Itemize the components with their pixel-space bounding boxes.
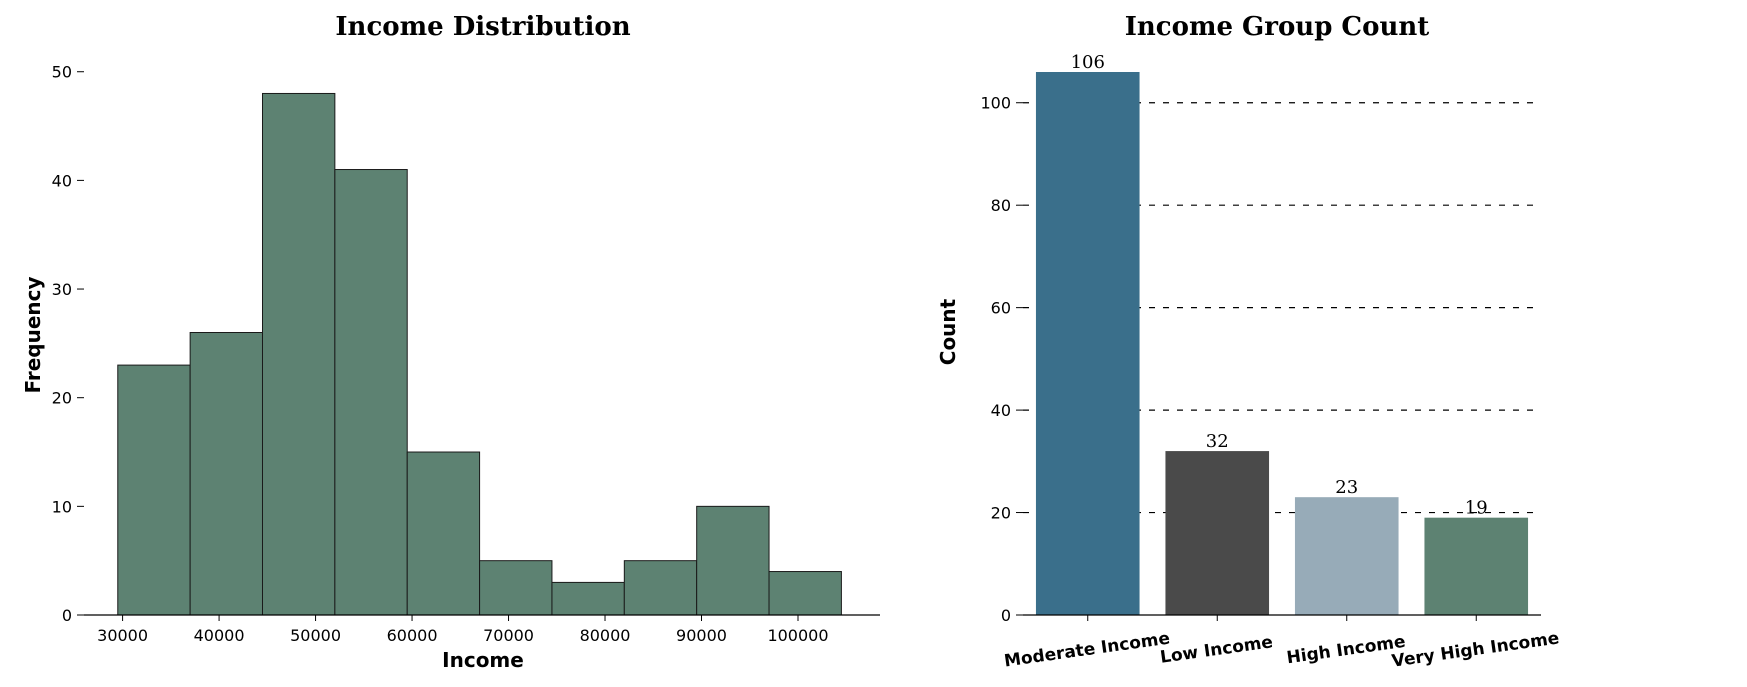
bar-chart-category-label: Low Income bbox=[1159, 632, 1274, 668]
bar-data-label: 32 bbox=[1206, 431, 1229, 452]
histogram-bar bbox=[479, 560, 553, 616]
histogram-x-tick-label: 50000 bbox=[290, 626, 341, 645]
bar-data-label: 19 bbox=[1465, 498, 1488, 519]
bar-high-income bbox=[1294, 497, 1399, 615]
bar-chart-y-tick-label: 20 bbox=[991, 504, 1011, 523]
bar-chart-y-tick-label: 100 bbox=[980, 94, 1011, 113]
bar-chart-category-label: Moderate Income bbox=[1003, 629, 1171, 672]
histogram-bar bbox=[768, 571, 842, 616]
histogram-x-tick-label: 70000 bbox=[483, 626, 534, 645]
histogram-bar bbox=[696, 505, 770, 616]
histogram-y-axis-label: Frequency bbox=[21, 276, 45, 393]
bar-chart-category-label: High Income bbox=[1285, 632, 1406, 668]
histogram-y-tick-label: 50 bbox=[52, 63, 72, 82]
bar-moderate-income bbox=[1035, 72, 1140, 615]
histogram-y-tick-label: 10 bbox=[52, 497, 72, 516]
histogram-x-tick-label: 40000 bbox=[194, 626, 245, 645]
histogram-bar bbox=[189, 332, 263, 616]
histogram-bar bbox=[551, 581, 625, 616]
income-distribution-panel: Income Distribution Income Frequency 300… bbox=[21, 12, 880, 672]
income-group-count-panel: Income Group Count Count 106 Moderate Inc… bbox=[936, 12, 1561, 672]
bar-chart-y-axis-label: Count bbox=[936, 298, 960, 365]
bar-data-label: 106 bbox=[1071, 52, 1105, 73]
histogram-bar bbox=[334, 169, 408, 616]
histogram-y-tick-label: 20 bbox=[52, 389, 72, 408]
histogram-x-tick-label: 100000 bbox=[767, 626, 828, 645]
bar-chart-y-tick-label: 0 bbox=[1001, 606, 1011, 625]
bar-chart-title: Income Group Count bbox=[1125, 12, 1430, 42]
histogram-bar bbox=[117, 364, 191, 616]
histogram-x-tick-label: 30000 bbox=[97, 626, 148, 645]
histogram-title: Income Distribution bbox=[335, 12, 630, 42]
histogram-x-axis-label: Income bbox=[442, 648, 524, 672]
histogram-x-tick-label: 80000 bbox=[580, 626, 631, 645]
histogram-y-tick-label: 30 bbox=[52, 280, 72, 299]
bar-chart-y-tick-label: 80 bbox=[991, 196, 1011, 215]
histogram-y-tick-label: 0 bbox=[62, 606, 72, 625]
bar-chart-category-label: Very High Income bbox=[1391, 628, 1561, 671]
bar-low-income bbox=[1165, 451, 1270, 615]
histogram-bar bbox=[406, 451, 481, 616]
bar-very-high-income bbox=[1424, 517, 1529, 615]
histogram-bar bbox=[623, 560, 698, 616]
bar-chart-y-tick-label: 60 bbox=[991, 299, 1011, 318]
bar-data-label: 23 bbox=[1335, 477, 1358, 498]
histogram-x-tick-label: 60000 bbox=[387, 626, 438, 645]
histogram-bar bbox=[261, 92, 336, 616]
histogram-y-tick-label: 40 bbox=[52, 171, 72, 190]
histogram-x-tick-label: 90000 bbox=[676, 626, 727, 645]
bar-chart-y-tick-label: 40 bbox=[991, 401, 1011, 420]
